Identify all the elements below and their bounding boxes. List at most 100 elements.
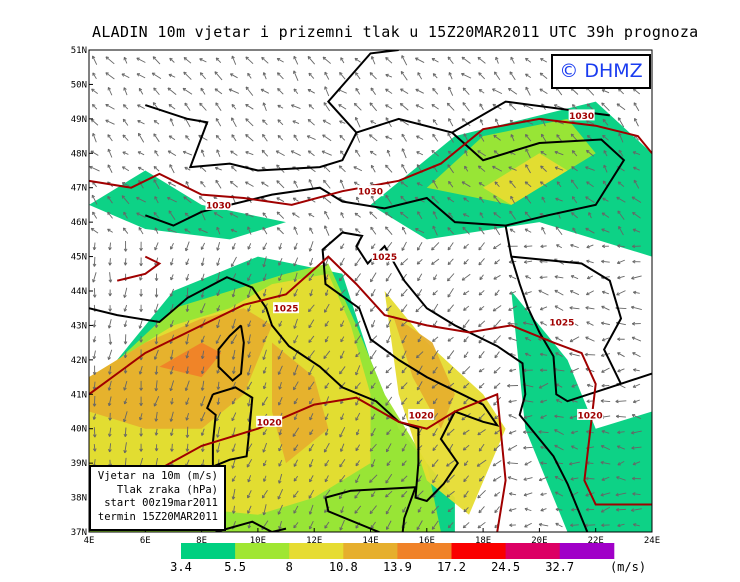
wind-arrow	[339, 519, 345, 531]
wind-arrow	[431, 242, 440, 251]
wind-arrow	[600, 460, 611, 465]
wind-arrow	[385, 88, 393, 94]
wind-arrow	[293, 226, 298, 235]
wind-arrow	[169, 349, 174, 360]
wind-arrow	[245, 118, 254, 127]
wind-arrow	[524, 507, 532, 512]
wind-arrow	[507, 461, 518, 465]
wind-arrow	[448, 118, 454, 127]
wind-arrow	[290, 150, 301, 156]
wind-arrow	[617, 430, 625, 435]
wind-arrow	[494, 118, 500, 126]
wind-arrow	[308, 104, 315, 110]
wind-arrow	[385, 57, 393, 64]
wind-arrow	[262, 349, 267, 360]
map-title: ALADIN 10m vjetar i prizemni tlak u 15Z2…	[92, 23, 699, 41]
wind-arrow	[139, 396, 143, 406]
wind-arrow	[123, 381, 128, 391]
info-wind: Vjetar na 10m (m/s)	[97, 470, 218, 482]
wind-arrow	[525, 86, 531, 96]
wind-arrow	[293, 88, 299, 95]
wind-arrow	[617, 210, 625, 220]
wind-arrow	[570, 179, 579, 189]
wind-arrow	[401, 350, 407, 360]
wind-arrow	[585, 227, 595, 234]
wind-arrow	[586, 259, 594, 264]
wind-arrow	[262, 102, 267, 112]
wind-arrow	[493, 382, 501, 389]
wind-arrow	[276, 180, 285, 189]
wind-arrow	[247, 351, 252, 358]
wind-arrow	[400, 181, 408, 188]
wind-arrow	[108, 333, 113, 345]
wind-arrow	[416, 351, 424, 359]
wind-arrow	[478, 258, 485, 266]
wind-arrow	[228, 88, 240, 94]
wind-arrow	[92, 132, 97, 143]
wind-arrow	[308, 241, 314, 252]
wind-arrow	[247, 475, 252, 483]
wind-arrow	[523, 244, 533, 249]
wind-arrow	[570, 275, 579, 280]
wind-arrow	[585, 306, 595, 310]
wind-arrow	[355, 228, 361, 234]
coastline	[215, 520, 287, 532]
wind-arrow	[432, 119, 438, 126]
wind-arrow	[586, 399, 594, 404]
wind-arrow	[108, 242, 112, 251]
wind-arrow	[479, 196, 485, 203]
wind-arrow	[417, 211, 423, 220]
wind-arrow	[447, 197, 455, 203]
colorbar-swatch	[397, 543, 452, 559]
lat-tick-label: 49N	[71, 115, 87, 125]
wind-arrow	[262, 429, 268, 436]
wind-arrow	[308, 304, 315, 313]
wind-arrow	[477, 150, 486, 157]
wind-arrow	[617, 275, 625, 280]
wind-arrow	[182, 87, 193, 95]
wind-arrow	[215, 118, 222, 127]
wind-arrow	[92, 365, 97, 375]
coastline	[89, 231, 589, 532]
wind-arrow	[556, 244, 563, 249]
wind-arrow	[123, 258, 128, 266]
wind-arrow	[585, 476, 595, 481]
wind-arrow	[169, 164, 175, 174]
wind-arrow	[355, 412, 361, 421]
wind-arrow	[370, 288, 376, 297]
wind-arrow	[324, 320, 329, 327]
wind-arrow	[570, 367, 579, 373]
isobar-label-bg	[577, 408, 604, 420]
wind-arrow	[154, 365, 159, 375]
wind-arrow	[571, 384, 578, 388]
wind-arrow	[571, 445, 578, 450]
wind-arrow	[432, 133, 439, 142]
lat-tick-label: 43N	[71, 321, 87, 331]
wind-arrow	[494, 71, 501, 81]
wind-arrow	[354, 505, 362, 514]
wind-arrow	[508, 414, 517, 419]
wind-arrow	[401, 428, 407, 437]
wind-arrow	[417, 506, 422, 513]
wind-arrow	[231, 55, 237, 65]
wind-arrow	[308, 179, 314, 190]
wind-arrow	[185, 258, 190, 266]
coastline	[511, 255, 623, 385]
wind-arrow	[199, 72, 207, 80]
wind-arrow	[339, 474, 346, 483]
wind-arrow	[616, 103, 626, 111]
wind-arrow	[523, 445, 533, 450]
coastline	[324, 486, 417, 532]
wind-arrow	[462, 429, 470, 435]
wind-arrow	[478, 305, 485, 311]
wind-arrow	[308, 335, 315, 343]
wind-arrow	[293, 522, 299, 529]
lat-tick-label: 46N	[71, 218, 87, 228]
wind-arrow	[338, 489, 346, 500]
wind-arrow	[633, 117, 639, 127]
wind-arrow	[494, 351, 500, 359]
wind-arrow	[478, 382, 485, 389]
wind-arrow	[309, 398, 314, 405]
wind-arrow	[154, 196, 159, 204]
wind-arrow	[369, 505, 377, 515]
